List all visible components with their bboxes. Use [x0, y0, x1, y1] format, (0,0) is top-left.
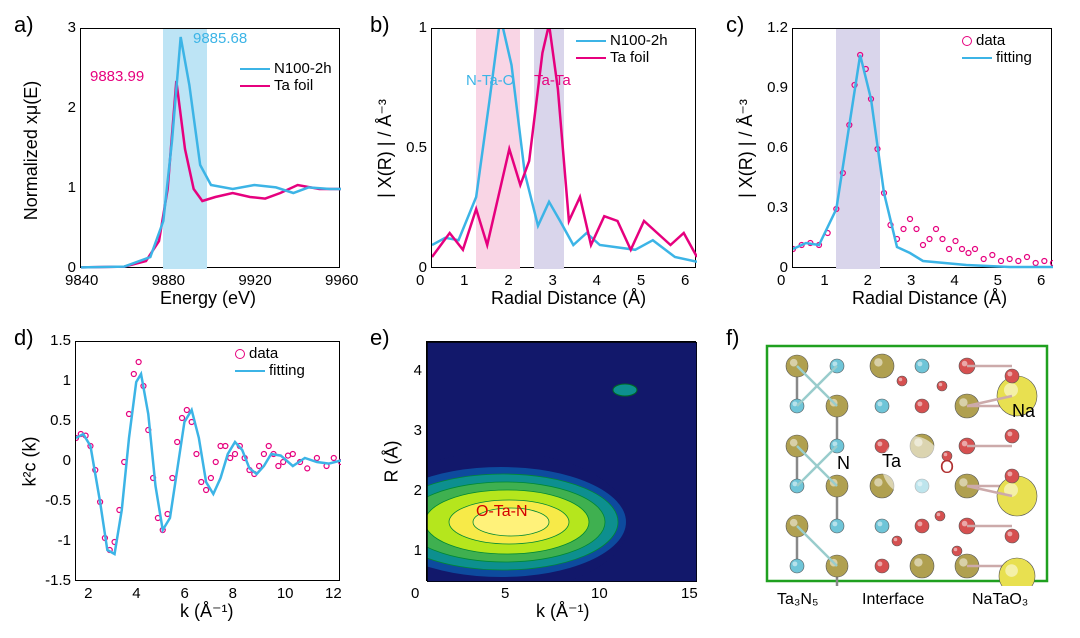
leg-b-2: Ta foil [610, 49, 649, 66]
leg-b-1: N100-2h [610, 32, 668, 49]
legend-a: N100-2h Ta foil [240, 60, 332, 94]
panel-a: a) 9885.68 9883.99 N100-2h Ta foil Norma… [10, 10, 358, 315]
f-Interface: Interface [862, 591, 924, 609]
panel-f-label: f) [726, 325, 739, 351]
annot-e: O-Ta-N [476, 503, 528, 521]
leg-c-1: data [976, 32, 1005, 49]
chart-f-area [762, 341, 1052, 586]
annot-b2: Ta-Ta [534, 72, 571, 89]
panel-c: c) data fitting | X(R) | / Å⁻³ Radial Di… [722, 10, 1070, 315]
legend-d: data fitting [235, 345, 305, 379]
chart-f-svg [762, 341, 1052, 586]
ylabel-e: R (Å) [382, 441, 403, 483]
leg-a-2: Ta foil [274, 77, 313, 94]
xlabel-b: Radial Distance (Å) [491, 288, 646, 309]
xlabel-d: k (Å⁻¹) [180, 601, 234, 622]
f-NaTaO3: NaTaO₃ [972, 591, 1028, 609]
panel-b: b) N-Ta-O Ta-Ta N100-2h Ta foil | X(R) |… [366, 10, 714, 315]
chart-e-svg [427, 342, 697, 582]
panel-d-label: d) [14, 325, 34, 351]
xlabel-e: k (Å⁻¹) [536, 601, 590, 622]
leg-d-2: fitting [269, 362, 305, 379]
xlabel-a: Energy (eV) [160, 288, 256, 309]
figure-grid: a) 9885.68 9883.99 N100-2h Ta foil Norma… [10, 10, 1070, 628]
annot-a1: 9885.68 [193, 30, 247, 47]
panel-a-label: a) [14, 12, 34, 38]
legend-b: N100-2h Ta foil [576, 32, 668, 66]
leg-a-1: N100-2h [274, 60, 332, 77]
chart-e-area [426, 341, 696, 581]
panel-b-label: b) [370, 12, 390, 38]
f-Ta: Ta [882, 451, 901, 472]
annot-a2: 9883.99 [90, 68, 144, 85]
f-Ta3N5: Ta₃N₅ [777, 591, 818, 609]
legend-c: data fitting [962, 32, 1032, 66]
panel-c-label: c) [726, 12, 744, 38]
panel-d: d) data fitting k²c (k) k (Å⁻¹) 24681012… [10, 323, 358, 628]
annot-b1: N-Ta-O [466, 72, 514, 89]
panel-f: f) N Ta O Na Ta₃N₅ Interface NaTaO₃ [722, 323, 1070, 628]
f-N: N [837, 453, 850, 474]
panel-e-label: e) [370, 325, 390, 351]
leg-c-2: fitting [996, 49, 1032, 66]
xlabel-c: Radial Distance (Å) [852, 288, 1007, 309]
panel-e: e) O-Ta-N R (Å) k (Å⁻¹) 0510151234 [366, 323, 714, 628]
f-Na: Na [1012, 401, 1035, 422]
f-O: O [940, 457, 954, 478]
leg-d-1: data [249, 345, 278, 362]
